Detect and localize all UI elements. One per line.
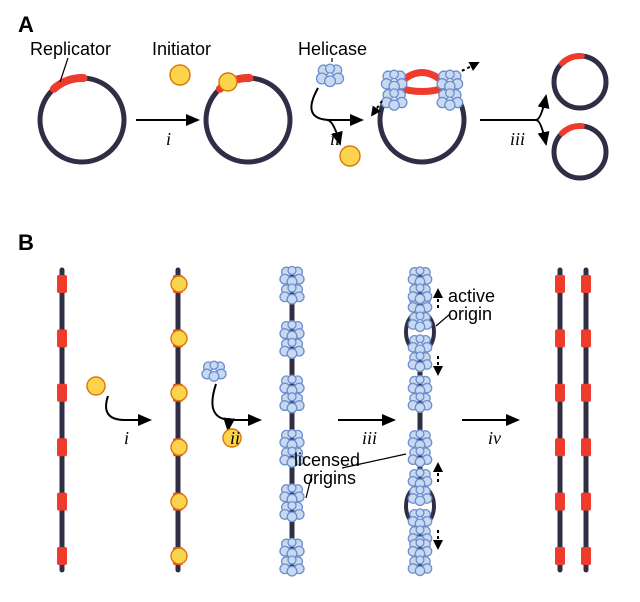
step-ii: ii bbox=[330, 129, 340, 149]
label-licensed: licensed bbox=[294, 450, 360, 470]
arrow-branch bbox=[536, 120, 546, 144]
initiator-icon bbox=[219, 73, 237, 91]
replicator-segment bbox=[57, 493, 67, 511]
arrow-curved bbox=[106, 396, 150, 420]
replicator-segment bbox=[57, 438, 67, 456]
replicator-arc bbox=[562, 56, 582, 63]
panel-a bbox=[40, 56, 606, 178]
panel-b bbox=[57, 266, 591, 576]
helicase-icon bbox=[408, 539, 431, 576]
helicase-icon bbox=[408, 267, 431, 304]
helicase-icon bbox=[408, 335, 431, 372]
initiator-icon bbox=[171, 494, 187, 510]
initiator-icon bbox=[340, 146, 360, 166]
replicator-segment bbox=[57, 275, 67, 293]
replicator-segment bbox=[555, 438, 565, 456]
helicase-icon bbox=[437, 70, 463, 110]
replicator-segment bbox=[581, 329, 591, 347]
replicator-segment bbox=[581, 547, 591, 565]
replicator-segment bbox=[555, 493, 565, 511]
motion-arrow bbox=[462, 63, 478, 71]
step-iii-b: iii bbox=[362, 428, 377, 448]
label-replicator: Replicator bbox=[30, 39, 111, 59]
replicator-segment bbox=[555, 384, 565, 402]
replicator-segment bbox=[555, 547, 565, 565]
helicase-icon bbox=[408, 376, 431, 413]
initiator-icon bbox=[171, 276, 187, 292]
panel-a-label: A bbox=[18, 12, 34, 37]
replicator-segment bbox=[581, 493, 591, 511]
helicase-icon bbox=[408, 430, 431, 467]
replicator-segment bbox=[581, 275, 591, 293]
helicase-icon bbox=[280, 266, 304, 304]
helicase-icon bbox=[280, 484, 304, 522]
figure: AReplicatorInitiatorHelicaseiiiiiiBiiili… bbox=[0, 0, 640, 602]
replicator-segment bbox=[555, 329, 565, 347]
step-iv-b: iv bbox=[488, 428, 501, 448]
step-ii-b: ii bbox=[230, 428, 240, 448]
initiator-icon bbox=[87, 377, 105, 395]
arrow-branch bbox=[536, 96, 546, 120]
replicator-segment bbox=[581, 438, 591, 456]
label-active: active bbox=[448, 286, 495, 306]
helicase-icon bbox=[280, 538, 304, 576]
replicator-arc bbox=[54, 78, 84, 89]
label-origin: origin bbox=[448, 304, 492, 324]
initiator-icon bbox=[171, 330, 187, 346]
replicator-segment bbox=[555, 275, 565, 293]
panel-b-label: B bbox=[18, 230, 34, 255]
step-i: i bbox=[166, 129, 171, 149]
replicator-segment bbox=[57, 547, 67, 565]
helicase-icon bbox=[408, 469, 431, 506]
replicator-arc bbox=[562, 126, 582, 133]
helicase-icon bbox=[202, 361, 226, 381]
initiator-icon bbox=[171, 439, 187, 455]
label-initiator: Initiator bbox=[152, 39, 211, 59]
helicase-icon bbox=[381, 70, 407, 110]
initiator-icon bbox=[171, 385, 187, 401]
helicase-icon bbox=[280, 375, 304, 413]
initiator-icon bbox=[170, 65, 190, 85]
arrow-curved bbox=[311, 88, 362, 120]
replicator-segment bbox=[581, 384, 591, 402]
arrow-curved bbox=[212, 384, 260, 420]
initiator-icon bbox=[171, 548, 187, 564]
step-i-b: i bbox=[124, 428, 129, 448]
replicator-segment bbox=[57, 329, 67, 347]
replicator-segment bbox=[57, 384, 67, 402]
step-iii: iii bbox=[510, 129, 525, 149]
helicase-icon bbox=[280, 321, 304, 359]
label-origins: origins bbox=[303, 468, 356, 488]
helicase-icon bbox=[317, 64, 344, 87]
label-helicase: Helicase bbox=[298, 39, 367, 59]
